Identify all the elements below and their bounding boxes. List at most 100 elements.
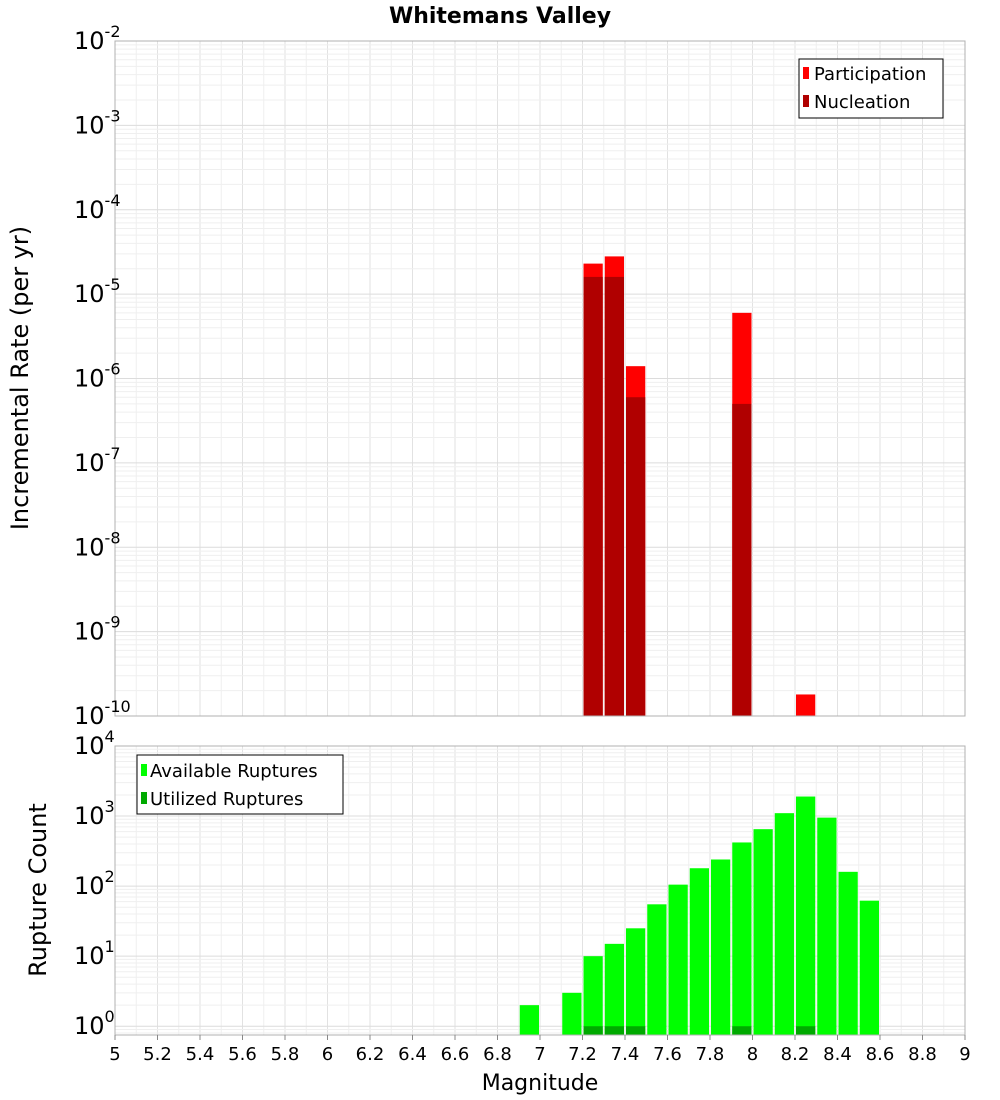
bottom-legend: Available Ruptures Utilized Ruptures <box>136 754 344 815</box>
y-tick-base: 10 <box>74 533 105 561</box>
y-tick-label: 10-7 <box>74 444 121 477</box>
y-tick-label: 104 <box>74 727 115 760</box>
utilized-ruptures-bar <box>732 1026 752 1035</box>
available-ruptures-bar <box>604 943 624 1035</box>
x-tick-label: 6 <box>322 1044 333 1065</box>
nucleation-bar <box>583 276 603 716</box>
legend-label-participation: Participation <box>814 64 926 85</box>
x-tick-label: 6.4 <box>398 1044 427 1065</box>
available-ruptures-bar <box>562 992 582 1035</box>
y-tick-exponent: -8 <box>105 528 121 547</box>
legend-swatch-available <box>141 764 147 776</box>
legend-label-available: Available Ruptures <box>150 761 318 782</box>
y-tick-base: 10 <box>74 802 105 830</box>
available-ruptures-bar <box>626 928 646 1035</box>
bottom-y-axis-label: Rupture Count <box>24 803 52 977</box>
x-tick-label: 8.4 <box>823 1044 852 1065</box>
y-tick-base: 10 <box>74 702 105 730</box>
y-tick-label: 10-4 <box>74 191 121 224</box>
legend-label-utilized: Utilized Ruptures <box>150 789 303 810</box>
available-ruptures-bar <box>519 1005 539 1035</box>
y-tick-label: 10-6 <box>74 360 121 393</box>
y-tick-exponent: 1 <box>105 937 115 956</box>
top-legend: Participation Nucleation <box>798 58 944 119</box>
y-tick-exponent: -9 <box>105 613 121 632</box>
available-ruptures-bar <box>817 817 837 1035</box>
available-ruptures-bar <box>711 859 731 1035</box>
y-tick-label: 102 <box>74 867 115 900</box>
x-tick-label: 7.2 <box>568 1044 597 1065</box>
x-ticks: 5 5.2 5.4 5.6 5.8 6 6.2 6.4 6.6 6.8 7 7.2 7.4 7.6 7.8 8… <box>109 1035 971 1065</box>
y-tick-base: 10 <box>74 280 105 308</box>
y-tick-exponent: -5 <box>105 275 121 294</box>
available-ruptures-bar <box>796 796 816 1035</box>
y-tick-exponent: -6 <box>105 360 121 379</box>
top-y-axis-label: Incremental Rate (per yr) <box>6 226 34 530</box>
legend-label-nucleation: Nucleation <box>814 92 910 113</box>
y-tick-exponent: 0 <box>105 1007 115 1026</box>
nucleation-bar <box>604 276 624 716</box>
x-tick-label: 9 <box>959 1044 970 1065</box>
y-tick-label: 103 <box>74 797 115 830</box>
bottom-bars <box>519 796 879 1035</box>
legend-swatch-participation <box>803 67 809 79</box>
x-tick-label: 8.2 <box>781 1044 810 1065</box>
y-tick-exponent: -4 <box>105 191 121 210</box>
x-tick-label: 7.4 <box>611 1044 640 1065</box>
x-tick-label: 6.8 <box>483 1044 512 1065</box>
y-tick-exponent: 4 <box>105 727 115 746</box>
y-tick-base: 10 <box>74 111 105 139</box>
y-tick-base: 10 <box>74 365 105 393</box>
available-ruptures-bar <box>859 900 879 1035</box>
y-tick-exponent: -3 <box>105 106 121 125</box>
y-tick-exponent: -7 <box>105 444 121 463</box>
y-tick-label: 10-8 <box>74 528 121 561</box>
bottom-legend-box <box>136 754 344 815</box>
nucleation-bar <box>732 403 752 716</box>
utilized-ruptures-bar <box>604 1026 624 1035</box>
y-tick-exponent: 3 <box>105 797 115 816</box>
x-tick-label: 8.8 <box>908 1044 937 1065</box>
available-ruptures-bar <box>838 871 858 1035</box>
y-tick-base: 10 <box>74 618 105 646</box>
available-ruptures-bar <box>647 904 667 1035</box>
y-tick-label: 10-9 <box>74 613 121 646</box>
available-ruptures-bar <box>668 884 688 1035</box>
y-tick-exponent: -2 <box>105 22 121 41</box>
y-tick-label: 101 <box>74 937 115 970</box>
available-ruptures-bar <box>732 842 752 1035</box>
nucleation-bar <box>626 397 646 716</box>
y-tick-base: 10 <box>74 27 105 55</box>
x-tick-label: 8 <box>747 1044 758 1065</box>
x-tick-label: 7.6 <box>653 1044 682 1065</box>
y-tick-label: 10-3 <box>74 106 121 139</box>
x-tick-label: 7.8 <box>696 1044 725 1065</box>
y-tick-base: 10 <box>74 942 105 970</box>
y-tick-base: 10 <box>74 196 105 224</box>
utilized-ruptures-bar <box>796 1026 816 1035</box>
x-tick-label: 7 <box>534 1044 545 1065</box>
participation-bar <box>796 694 816 716</box>
legend-swatch-nucleation <box>803 95 809 107</box>
chart-title: Whitemans Valley <box>389 4 611 29</box>
legend-swatch-utilized <box>141 792 147 804</box>
x-tick-label: 5.8 <box>271 1044 300 1065</box>
y-tick-exponent: -10 <box>105 697 131 716</box>
y-tick-exponent: 2 <box>105 867 115 886</box>
x-tick-label: 8.6 <box>866 1044 895 1065</box>
y-tick-base: 10 <box>74 872 105 900</box>
x-tick-label: 6.2 <box>356 1044 385 1065</box>
y-tick-base: 10 <box>74 1012 105 1040</box>
y-tick-label: 10-2 <box>74 22 121 55</box>
x-tick-label: 5.4 <box>186 1044 215 1065</box>
top-grid <box>114 41 966 717</box>
available-ruptures-bar <box>753 829 773 1035</box>
y-tick-label: 10-10 <box>74 697 131 730</box>
utilized-ruptures-bar <box>583 1026 603 1035</box>
x-tick-label: 5 <box>109 1044 120 1065</box>
x-axis-label: Magnitude <box>482 1071 599 1096</box>
top-bars <box>583 256 816 716</box>
